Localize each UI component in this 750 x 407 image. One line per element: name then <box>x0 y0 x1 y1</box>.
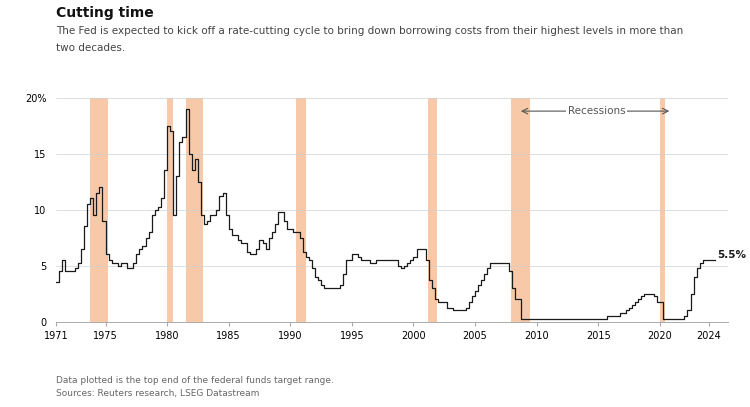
Text: The Fed is expected to kick off a rate-cutting cycle to bring down borrowing cos: The Fed is expected to kick off a rate-c… <box>56 26 683 37</box>
Text: Data plotted is the top end of the federal funds target range.: Data plotted is the top end of the feder… <box>56 376 334 385</box>
Bar <box>511 98 530 322</box>
Bar <box>90 98 107 322</box>
Bar <box>167 98 173 322</box>
Text: two decades.: two decades. <box>56 43 125 53</box>
Bar <box>660 98 665 322</box>
Text: Cutting time: Cutting time <box>56 6 154 20</box>
Bar <box>427 98 437 322</box>
Bar <box>296 98 306 322</box>
Bar <box>185 98 203 322</box>
Text: 5.5%: 5.5% <box>718 250 747 260</box>
Text: Recessions: Recessions <box>568 106 626 116</box>
Text: Sources: Reuters research, LSEG Datastream: Sources: Reuters research, LSEG Datastre… <box>56 389 260 398</box>
